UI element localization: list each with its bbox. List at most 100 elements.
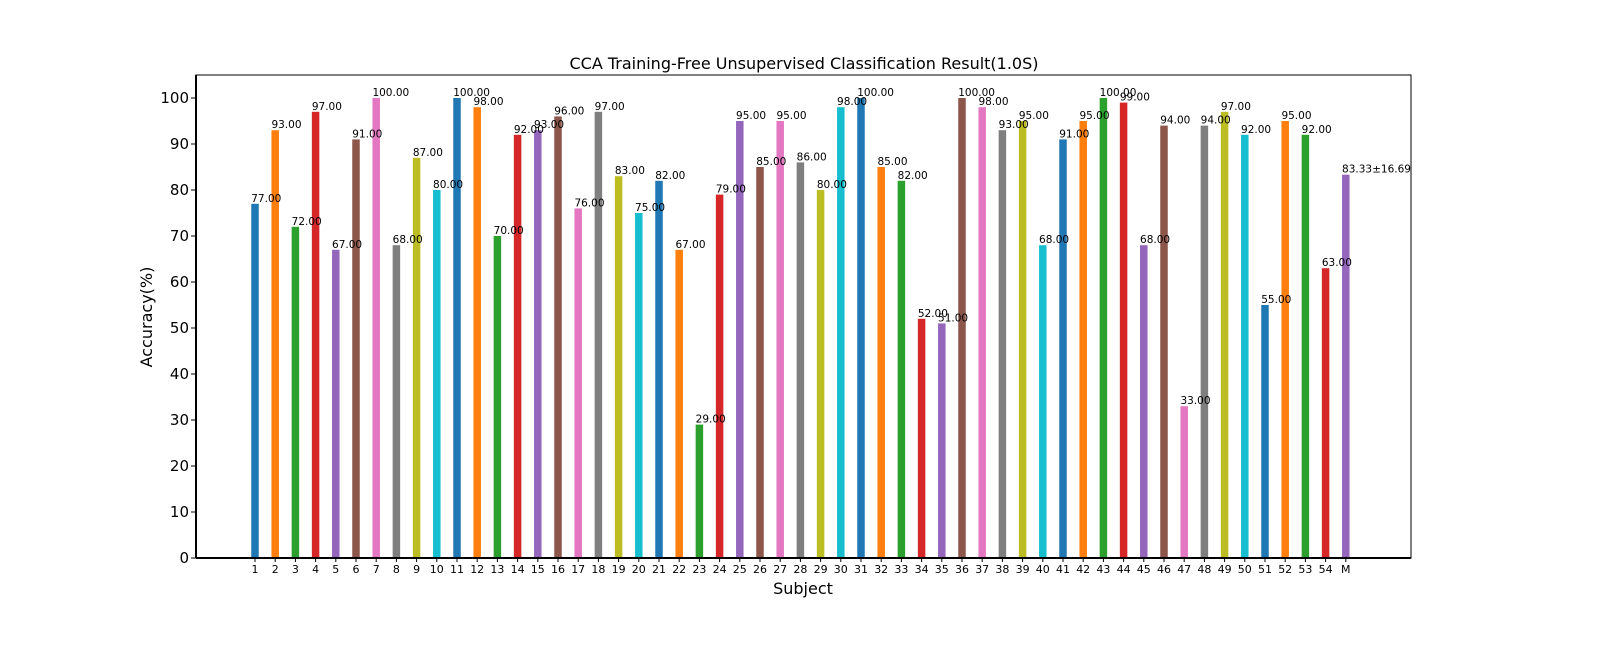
x-tick-label-15: 15: [531, 563, 545, 576]
x-tick-label-38: 38: [995, 563, 1009, 576]
bar-value-label-29: 80.00: [817, 179, 847, 191]
chart-title: CCA Training-Free Unsupervised Classific…: [569, 54, 1038, 73]
bar-value-label-27: 95.00: [776, 110, 806, 122]
bar-34: [917, 318, 926, 558]
bar-11: [453, 98, 461, 558]
x-tick-label-51: 51: [1258, 563, 1272, 576]
bar-value-label-51: 55.00: [1261, 294, 1291, 306]
x-tick-label-39: 39: [1016, 563, 1030, 576]
x-tick-label-54: 54: [1319, 563, 1333, 576]
x-tick-label-41: 41: [1056, 563, 1070, 576]
bar-value-label-1: 77.00: [251, 193, 281, 205]
bar-20: [635, 213, 643, 558]
bar-value-label-23: 29.00: [696, 414, 726, 426]
bar-value-label-21: 82.00: [655, 170, 685, 182]
bar-value-label-9: 87.00: [413, 147, 443, 159]
bar-39: [1018, 121, 1027, 558]
x-axis-label: Subject: [773, 579, 833, 598]
bar-value-label-20: 75.00: [635, 202, 665, 214]
x-tick-label-50: 50: [1238, 563, 1252, 576]
x-tick-label-21: 21: [652, 563, 666, 576]
x-tick-label-49: 49: [1218, 563, 1232, 576]
bar-value-label-28: 86.00: [797, 151, 827, 163]
x-tick-label-22: 22: [672, 563, 686, 576]
y-tick-label: 70: [170, 227, 189, 245]
bar-value-label-49: 97.00: [1221, 101, 1251, 113]
bar-19: [614, 176, 623, 558]
bar-value-label-40: 68.00: [1039, 234, 1069, 246]
x-tick-label-3: 3: [292, 563, 299, 576]
bar-49: [1220, 111, 1229, 559]
bar-12: [473, 107, 481, 558]
bar-value-label-13: 70.00: [494, 225, 524, 237]
x-tick-label-35: 35: [935, 563, 949, 576]
x-tick-label-42: 42: [1076, 563, 1090, 576]
bar-5: [332, 249, 340, 559]
x-tick-label-4: 4: [312, 563, 319, 576]
x-tick-label-2: 2: [272, 563, 279, 576]
bar-31: [857, 98, 865, 558]
x-tick-label-18: 18: [591, 563, 605, 576]
x-tick-label-52: 52: [1278, 563, 1292, 576]
bar-value-label-36: 100.00: [958, 87, 995, 99]
bar-value-label-2: 93.00: [271, 119, 301, 131]
bar-value-label-26: 85.00: [756, 156, 786, 168]
x-tick-label-33: 33: [894, 563, 908, 576]
bar-7: [372, 98, 380, 558]
bar-2: [271, 130, 279, 558]
bar-23: [695, 424, 704, 558]
bar-29: [816, 190, 825, 558]
x-tick-label-11: 11: [450, 563, 464, 576]
x-tick-label-53: 53: [1298, 563, 1312, 576]
bar-24: [715, 194, 724, 558]
bar-value-label-45: 68.00: [1140, 234, 1170, 246]
bar-30: [837, 107, 845, 558]
bar-41: [1059, 139, 1067, 558]
bar-value-label-31: 100.00: [857, 87, 894, 99]
bar-value-label-10: 80.00: [433, 179, 463, 191]
bar-33: [897, 180, 906, 559]
bar-32: [877, 167, 885, 558]
bar-value-label-4: 97.00: [312, 101, 342, 113]
y-tick-label: 50: [170, 319, 189, 337]
bar-value-label-53: 92.00: [1302, 124, 1332, 136]
y-tick-label: 20: [170, 457, 189, 475]
bar-43: [1099, 98, 1108, 558]
bar-18: [594, 111, 603, 559]
bar-26: [756, 167, 764, 558]
bar-value-label-14: 92.00: [514, 124, 544, 136]
y-axis-label: Accuracy(%): [137, 267, 156, 368]
x-tick-label-32: 32: [874, 563, 888, 576]
x-tick-label-44: 44: [1117, 563, 1131, 576]
bar-16: [554, 116, 562, 559]
bar-value-label-32: 85.00: [877, 156, 907, 168]
x-tick-label-31: 31: [854, 563, 868, 576]
bar-14: [513, 134, 522, 559]
x-tick-label-27: 27: [773, 563, 787, 576]
x-tick-label-23: 23: [692, 563, 706, 576]
bar-value-label-18: 97.00: [595, 101, 625, 113]
bar-21: [655, 180, 663, 559]
bar-value-label-24: 79.00: [716, 184, 746, 196]
bar-value-label-7: 100.00: [372, 87, 409, 99]
x-tick-label-19: 19: [612, 563, 626, 576]
x-tick-label-45: 45: [1137, 563, 1151, 576]
y-tick-label: 80: [170, 181, 189, 199]
y-tick-label: 90: [170, 135, 189, 153]
bar-51: [1261, 305, 1269, 558]
bar-40: [1039, 245, 1047, 558]
x-tick-label-26: 26: [753, 563, 767, 576]
bar-17: [574, 208, 582, 558]
bar-52: [1281, 121, 1289, 558]
bar-value-label-5: 67.00: [332, 239, 362, 251]
y-tick-label: 30: [170, 411, 189, 429]
y-tick-label: 100: [160, 89, 189, 107]
bar-value-label-35: 51.00: [938, 312, 968, 324]
bar-9: [412, 157, 421, 559]
bar-44: [1119, 102, 1128, 558]
y-tick-label: 10: [170, 503, 189, 521]
bar-value-label-37: 98.00: [978, 96, 1008, 108]
bars-group: [251, 98, 1350, 559]
x-tick-label-20: 20: [632, 563, 646, 576]
